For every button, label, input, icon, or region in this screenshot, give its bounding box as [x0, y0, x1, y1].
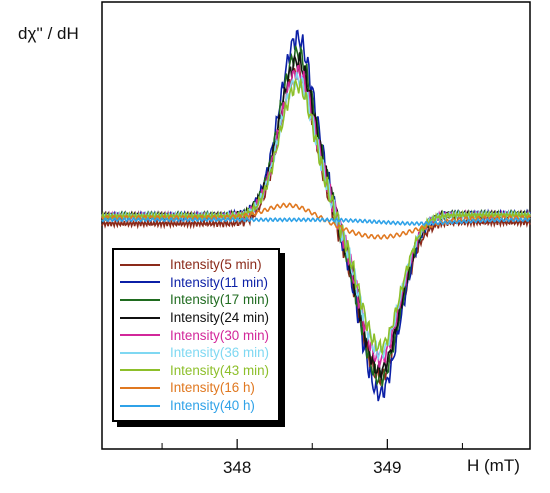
legend-swatch	[120, 298, 160, 301]
series-layer	[101, 29, 531, 402]
legend-label: Intensity(17 min)	[170, 292, 269, 308]
legend-item: Intensity(30 min)	[120, 326, 278, 344]
legend-label: Intensity(30 min)	[170, 327, 269, 343]
legend-item: Intensity(24 min)	[120, 309, 278, 327]
x-tick-label-2: 349	[373, 458, 401, 477]
legend-item: Intensity(40 h)	[120, 397, 278, 415]
legend-swatch	[120, 334, 160, 337]
legend-label: Intensity(40 h)	[170, 398, 255, 414]
legend-item: Intensity(16 h)	[120, 379, 278, 397]
legend-swatch	[120, 351, 160, 354]
legend-swatch	[120, 263, 160, 266]
y-axis-label: dχ'' / dH	[18, 24, 79, 43]
legend-swatch	[120, 404, 160, 407]
legend-swatch	[120, 316, 160, 319]
legend-swatch	[120, 369, 160, 372]
legend-label: Intensity(43 min)	[170, 362, 269, 378]
legend-item: Intensity(5 min)	[120, 256, 278, 274]
tick-layer: 348 349	[161, 439, 463, 477]
x-tick-label-1: 348	[223, 458, 251, 477]
legend-label: Intensity(11 min)	[170, 274, 268, 290]
legend: Intensity(5 min) Intensity(11 min) Intensi…	[112, 248, 280, 422]
legend-item: Intensity(11 min)	[120, 274, 278, 292]
legend-item: Intensity(36 min)	[120, 344, 278, 362]
legend-item: Intensity(17 min)	[120, 291, 278, 309]
series-line-9	[101, 216, 531, 227]
x-axis-label: H (mT)	[467, 456, 520, 475]
legend-swatch	[120, 281, 160, 284]
legend-item: Intensity(43 min)	[120, 362, 278, 380]
legend-label: Intensity(36 min)	[170, 345, 269, 361]
legend-swatch	[120, 386, 160, 389]
legend-label: Intensity(16 h)	[170, 380, 255, 396]
legend-label: Intensity(24 min)	[170, 310, 269, 326]
legend-label: Intensity(5 min)	[170, 257, 262, 273]
series-line-7	[101, 77, 531, 356]
